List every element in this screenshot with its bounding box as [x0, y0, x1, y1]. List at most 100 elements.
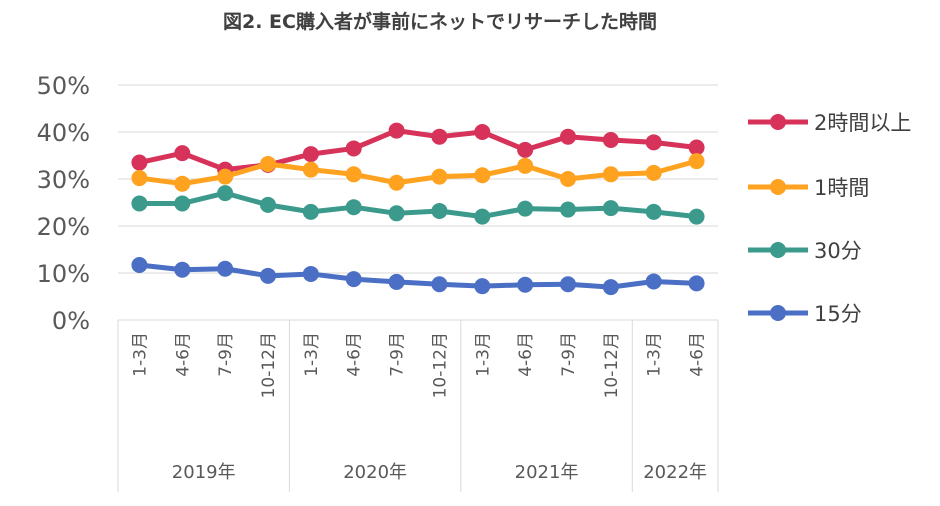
x-axis: 1-3月 4-6月 7-9月 10-12月 1-3月 4-6月 7-9月 10-12月 1-3月… — [117, 320, 719, 492]
data-point — [602, 279, 619, 296]
x-tick-label: 7-9月 — [388, 332, 408, 377]
data-point — [560, 201, 576, 218]
year-label: 2020年 — [343, 462, 407, 483]
legend-marker — [770, 179, 786, 195]
data-point — [560, 276, 576, 293]
legend-item: 1時間 — [748, 176, 869, 200]
legend-item: 15分 — [748, 302, 862, 326]
legend-label: 1時間 — [814, 176, 869, 200]
data-point — [388, 205, 405, 222]
data-point — [474, 167, 491, 184]
data-point — [474, 278, 491, 295]
data-point — [302, 146, 319, 163]
data-point — [431, 202, 448, 219]
data-point — [388, 273, 405, 290]
x-tick-label: 7-9月 — [559, 332, 579, 377]
data-point — [217, 185, 234, 202]
series-3 — [131, 185, 705, 225]
data-point — [131, 257, 148, 274]
data-point — [345, 140, 362, 157]
data-point — [174, 261, 191, 278]
data-point — [431, 168, 448, 185]
legend-label: 15分 — [814, 302, 862, 326]
data-point — [645, 203, 662, 220]
data-point — [131, 195, 148, 212]
data-point — [345, 271, 362, 288]
y-tick-label: 0% — [52, 307, 90, 335]
year-label: 2019年 — [172, 462, 236, 483]
legend-item: 30分 — [748, 239, 862, 263]
y-tick-label: 20% — [37, 213, 90, 241]
data-point — [131, 170, 148, 187]
legend-label: 30分 — [814, 239, 862, 263]
data-point — [345, 199, 362, 216]
x-tick-label: 10-12月 — [602, 332, 622, 398]
data-point — [560, 128, 576, 145]
y-tick-label: 40% — [37, 119, 90, 147]
legend-marker — [770, 242, 786, 258]
data-point — [217, 260, 234, 277]
legend-marker — [770, 305, 786, 321]
data-point — [602, 166, 619, 183]
data-point — [302, 203, 319, 220]
data-point — [260, 267, 276, 284]
data-point — [645, 134, 662, 151]
data-point — [517, 141, 534, 158]
data-point — [260, 155, 276, 172]
series-2 — [131, 153, 705, 192]
data-point — [560, 171, 576, 187]
y-tick-label: 50% — [37, 72, 90, 100]
data-point — [517, 200, 534, 217]
data-point — [431, 276, 448, 293]
data-point — [474, 208, 491, 225]
data-point — [602, 131, 619, 148]
series-1 — [131, 122, 705, 178]
series-4 — [131, 257, 705, 296]
x-tick-label: 1-3月 — [645, 332, 665, 377]
x-tick-label: 10-12月 — [430, 332, 450, 398]
x-tick-label: 4-6月 — [345, 332, 365, 377]
data-point — [688, 153, 705, 170]
data-point — [345, 166, 362, 183]
y-axis: 0% 10% 20% 30% 40% 50% — [37, 72, 90, 335]
data-point — [688, 208, 705, 225]
data-point — [517, 157, 534, 174]
year-label: 2022年 — [643, 462, 707, 483]
x-tick-label: 1-3月 — [130, 332, 150, 377]
data-point — [388, 122, 405, 139]
data-point — [645, 273, 662, 290]
legend: 2時間以上 1時間 30分 15分 — [748, 111, 911, 326]
y-tick-label: 10% — [37, 260, 90, 288]
x-tick-label: 1-3月 — [302, 332, 322, 377]
data-point — [260, 196, 276, 213]
data-point — [688, 139, 705, 156]
data-point — [602, 200, 619, 217]
data-point — [388, 174, 405, 191]
legend-label: 2時間以上 — [814, 111, 911, 135]
series-lines — [131, 122, 705, 296]
data-point — [174, 175, 191, 192]
data-point — [517, 276, 534, 293]
y-tick-label: 30% — [37, 166, 90, 194]
x-tick-label: 4-6月 — [688, 332, 708, 377]
legend-marker — [770, 114, 786, 130]
data-point — [302, 161, 319, 178]
data-point — [131, 154, 148, 171]
data-point — [302, 265, 319, 282]
x-tick-label: 10-12月 — [259, 332, 279, 398]
data-point — [174, 195, 191, 212]
x-tick-label: 7-9月 — [216, 332, 236, 377]
data-point — [174, 145, 191, 162]
chart-title: 図2. EC購入者が事前にネットでリサーチした時間 — [223, 10, 657, 33]
data-point — [688, 275, 705, 292]
x-tick-label: 4-6月 — [516, 332, 536, 377]
x-tick-label: 4-6月 — [173, 332, 193, 377]
x-tick-label: 1-3月 — [473, 332, 493, 377]
data-point — [217, 168, 234, 185]
data-point — [645, 164, 662, 181]
legend-item: 2時間以上 — [748, 111, 911, 135]
data-point — [474, 124, 491, 140]
data-point — [431, 128, 448, 145]
year-label: 2021年 — [515, 462, 579, 483]
